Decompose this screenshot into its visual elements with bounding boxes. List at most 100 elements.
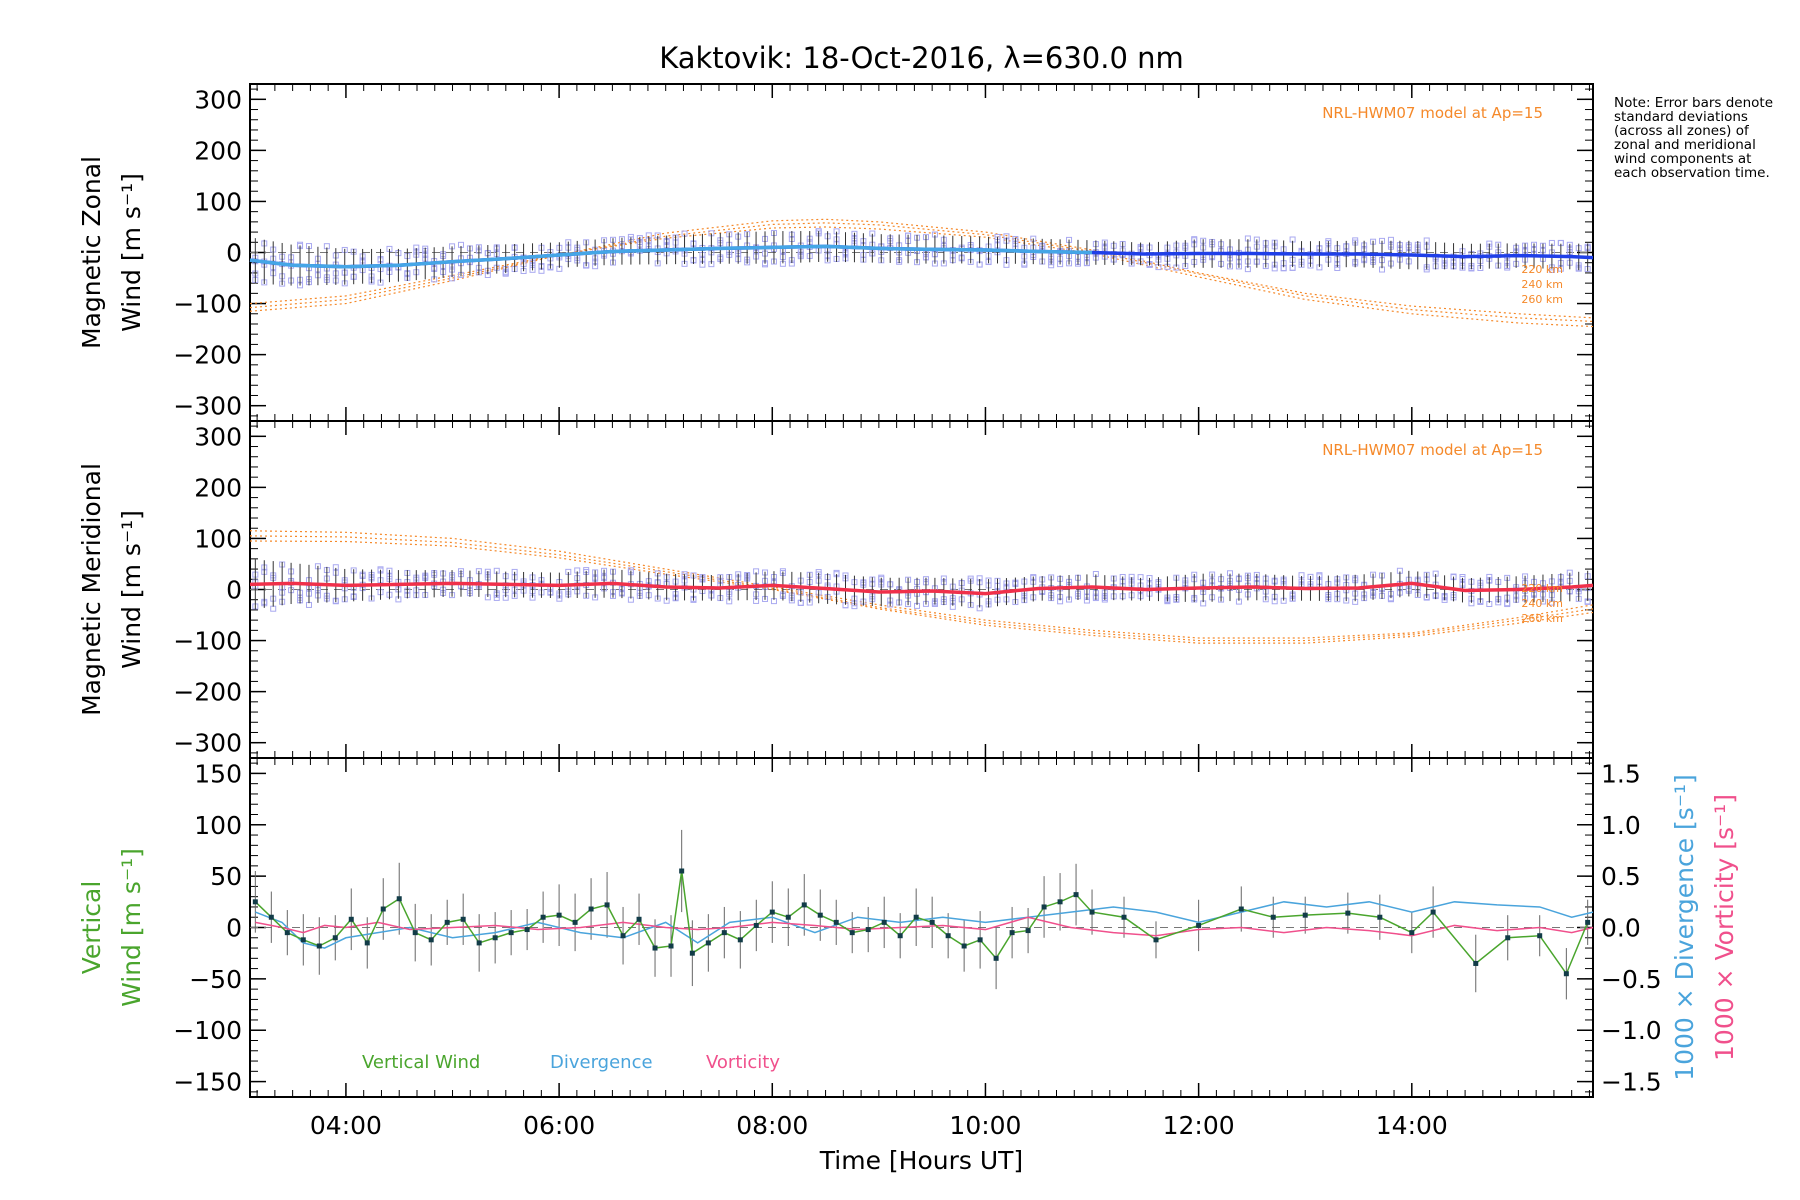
vertical-wind-point [1196, 922, 1202, 928]
y-tick-label: 200 [194, 136, 242, 165]
vertical-wind-point [679, 868, 685, 874]
vertical-wind-point [961, 943, 967, 949]
y-tick-label: 50 [210, 862, 242, 891]
y-tick-label: −150 [173, 1068, 242, 1097]
model-altitude-label: 220 km [1521, 263, 1563, 276]
vertical-wind-point [556, 912, 562, 918]
vertical-wind-point [380, 906, 386, 912]
chart-title: Kaktovik: 18-Oct-2016, λ=630.0 nm [659, 41, 1184, 75]
zone-observation [305, 601, 312, 608]
vertical-wind-point [348, 916, 354, 922]
vertical-wind-line [254, 870, 1589, 976]
y-tick-label: 0 [226, 576, 242, 605]
vertical-wind-point [1537, 933, 1543, 939]
vertical-wind-point [689, 950, 695, 956]
y-tick-label: −200 [173, 678, 242, 707]
vertical-wind-point [428, 937, 434, 943]
model-altitude-label: 220 km [1521, 582, 1563, 595]
mean-wind-line-early [249, 244, 1093, 269]
vertical-wind-point [977, 937, 983, 943]
vertical-wind-point [460, 916, 466, 922]
model-curve-220km [249, 530, 1594, 639]
vertical-wind-point [476, 940, 482, 946]
vertical-wind-point [801, 902, 807, 908]
y-tick-label: 200 [194, 473, 242, 502]
y-tick-label: 300 [194, 422, 242, 451]
vertical-wind-point [705, 940, 711, 946]
vertical-wind-point [897, 933, 903, 939]
vertical-wind-point [785, 914, 791, 920]
y-axis-label: Magnetic Zonal [77, 156, 106, 349]
y-tick-label: 100 [194, 524, 242, 553]
x-tick-label: 10:00 [949, 1111, 1021, 1140]
x-tick-label: 14:00 [1376, 1111, 1448, 1140]
vertical-wind-point [1345, 910, 1351, 916]
y2-tick-label: 0.5 [1601, 862, 1641, 891]
y2-tick-label: 1.0 [1601, 811, 1641, 840]
y-axis-label: Wind [m s⁻¹] [117, 848, 146, 1007]
y2-tick-label: 1.5 [1601, 759, 1641, 788]
vertical-wind-point [849, 930, 855, 936]
vertical-wind-point [721, 930, 727, 936]
vertical-wind-point [636, 916, 642, 922]
y-tick-label: −200 [173, 341, 242, 370]
vertical-wind-point [1041, 904, 1047, 910]
model-curve-240km [249, 535, 1594, 642]
y-tick-label: −100 [173, 290, 242, 319]
panel-3: −150 −100 −50 0 50 100 150 Vertical Wind [m s⁻¹]… [77, 757, 1739, 1098]
vertical-wind-point [929, 919, 935, 925]
vertical-wind-point [993, 955, 999, 961]
vertical-wind-point [1025, 928, 1031, 934]
vertical-wind-point [865, 927, 871, 933]
x-axis-label: Time [Hours UT] [819, 1146, 1023, 1175]
vertical-wind-point [1430, 909, 1436, 915]
y2-tick-label: −1.0 [1601, 1016, 1662, 1045]
vertical-wind-point [412, 930, 418, 936]
legend-entry: Vertical Wind [362, 1052, 480, 1073]
vertical-wind-point [540, 914, 546, 920]
vertical-wind-point [1473, 960, 1479, 966]
y2-tick-label: −1.5 [1601, 1068, 1662, 1097]
y-tick-label: 300 [194, 85, 242, 114]
y2-axis-label: 1000 × Divergence [s⁻¹] [1670, 774, 1699, 1081]
model-altitude-label: 260 km [1521, 293, 1563, 306]
vertical-wind-point [268, 914, 274, 920]
vertical-wind-point [1089, 909, 1095, 915]
y-tick-label: 0 [226, 239, 242, 268]
vertical-wind-point [364, 940, 370, 946]
vertical-wind-point [396, 896, 402, 902]
vertical-wind-point [945, 933, 951, 939]
model-curve-260km [249, 540, 1594, 644]
y2-tick-label: −0.5 [1601, 965, 1662, 994]
vertical-wind-point [604, 902, 610, 908]
y-tick-label: −50 [189, 965, 242, 994]
vertical-wind-point [1238, 906, 1244, 912]
vertical-wind-point [753, 922, 759, 928]
panel-1: −300 −200 −100 0 100 200 300 Magnetic Zonal Wind… [77, 83, 1594, 422]
model-altitude-label: 240 km [1521, 278, 1563, 291]
mean-wind-line [249, 581, 1594, 596]
vertical-wind-point [652, 945, 658, 951]
vertical-wind-point [316, 943, 322, 949]
zone-observation [270, 605, 277, 612]
vertical-wind-point [444, 919, 450, 925]
divergence-line [255, 901, 1594, 949]
legend-entry: Divergence [550, 1052, 653, 1073]
vertical-wind-point [1505, 935, 1511, 941]
vertical-wind-point [833, 919, 839, 925]
x-tick-label: 04:00 [310, 1111, 382, 1140]
model-altitude-label: 260 km [1521, 612, 1563, 625]
model-altitude-label: 240 km [1521, 597, 1563, 610]
model-label: NRL-HWM07 model at Ap=15 [1322, 104, 1543, 122]
vertical-wind-point [524, 927, 530, 933]
vertical-wind-point [913, 914, 919, 920]
vertical-wind-point [1409, 930, 1415, 936]
y-tick-label: 100 [194, 811, 242, 840]
y-axis-label: Magnetic Meridional [77, 463, 106, 716]
vertical-wind-point [588, 906, 594, 912]
y2-tick-label: 0.0 [1601, 914, 1641, 943]
y-tick-label: 100 [194, 187, 242, 216]
vertical-wind-point [1563, 971, 1569, 977]
